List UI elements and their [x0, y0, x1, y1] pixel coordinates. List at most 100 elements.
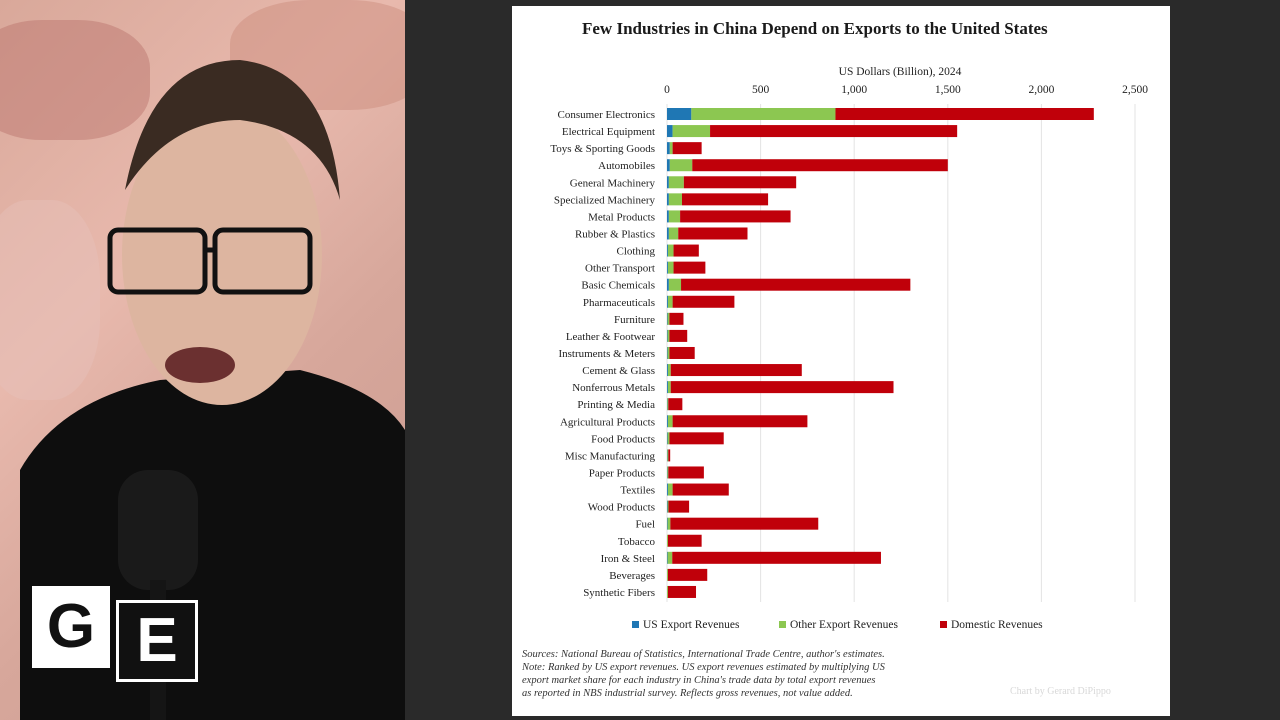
bar-segment — [667, 534, 702, 547]
footnote-line: export market share for each industry in… — [522, 675, 876, 686]
bar-segment — [668, 278, 682, 291]
bar-segment — [672, 415, 808, 428]
bar-segment — [668, 466, 704, 479]
bar-segment — [680, 210, 791, 223]
bar-segment — [667, 125, 673, 138]
legend-swatch — [779, 621, 786, 628]
bar-segment — [835, 108, 1094, 120]
chart-footnote: Sources: National Bureau of Statistics, … — [522, 648, 1002, 700]
bar-segment — [667, 193, 669, 206]
bar-segment — [673, 261, 706, 274]
category-label: Electrical Equipment — [562, 126, 655, 138]
category-label: Metal Products — [588, 211, 655, 223]
bar-segment — [667, 244, 668, 257]
bar-segment — [668, 176, 684, 189]
bar-segment — [670, 381, 894, 394]
bar-segment — [692, 159, 948, 172]
bar-segment — [667, 517, 668, 530]
bar-segment — [667, 483, 668, 496]
bar-segment — [667, 227, 669, 240]
bar-segment — [667, 329, 670, 342]
x-axis-label: US Dollars (Billion), 2024 — [839, 66, 962, 78]
category-label: Leather & Footwear — [566, 331, 656, 343]
bar-segment — [668, 227, 679, 240]
bar-segment — [672, 142, 702, 155]
category-label: Beverages — [609, 570, 655, 582]
bar-segment — [667, 517, 671, 530]
bar-segment — [667, 108, 692, 120]
category-label: Textiles — [620, 485, 655, 497]
category-label: Agricultural Products — [560, 416, 655, 428]
footnote-line: as reported in NBS industrial survey. Re… — [522, 688, 853, 699]
x-tick-label: 2,000 — [1028, 84, 1054, 96]
bar-segment — [667, 312, 668, 325]
bar-segment — [667, 381, 668, 394]
logo-letter-g: G — [32, 586, 110, 668]
category-label: Consumer Electronics — [558, 109, 655, 121]
logo-letter-e: E — [116, 600, 198, 682]
footnote-line: Sources: National Bureau of Statistics, … — [522, 649, 885, 660]
bar-segment — [678, 227, 748, 240]
bar-segment — [669, 142, 673, 155]
bar-segment — [667, 261, 674, 274]
bar-segment — [672, 483, 729, 496]
legend-label: Domestic Revenues — [951, 619, 1043, 631]
x-tick-label: 500 — [752, 84, 770, 96]
bar-segment — [667, 142, 670, 155]
category-label: Pharmaceuticals — [583, 297, 655, 309]
bar-segment — [668, 193, 682, 206]
footnote-line: Note: Ranked by US export revenues. US e… — [522, 662, 885, 673]
legend-swatch — [632, 621, 639, 628]
category-label: Synthetic Fibers — [583, 587, 655, 599]
bar-segment — [667, 159, 670, 172]
bar-segment — [668, 449, 671, 462]
bar-segment — [667, 364, 671, 377]
bar-segment — [667, 278, 669, 291]
x-tick-label: 0 — [664, 84, 670, 96]
bar-segment — [710, 125, 958, 138]
bar-segment — [670, 517, 819, 530]
bar-segment — [669, 329, 688, 342]
category-label: Iron & Steel — [601, 553, 655, 565]
category-label: Wood Products — [588, 502, 655, 514]
bar-segment — [667, 381, 671, 394]
bar-segment — [667, 432, 670, 445]
category-label: Clothing — [616, 246, 655, 258]
bar-segment — [667, 210, 669, 223]
bar-segment — [667, 500, 669, 513]
category-label: Food Products — [591, 433, 655, 445]
x-tick-label: 1,500 — [935, 84, 961, 96]
bar-segment — [668, 500, 690, 513]
category-label: Misc Manufacturing — [565, 450, 656, 462]
bar-segment — [667, 244, 674, 257]
bar-segment — [667, 568, 668, 581]
category-label: Instruments & Meters — [558, 348, 655, 360]
category-label: Specialized Machinery — [554, 194, 656, 206]
bar-segment — [667, 312, 670, 325]
bar-segment — [683, 176, 797, 189]
bar-segment — [681, 193, 769, 206]
bar-segment — [667, 295, 673, 308]
chart-card: Few Industries in China Depend on Export… — [512, 6, 1170, 716]
bar-segment — [667, 585, 668, 598]
category-label: Printing & Media — [577, 399, 655, 411]
chart-title: Few Industries in China Depend on Export… — [582, 19, 1048, 38]
category-label: Tobacco — [618, 536, 656, 548]
bar-segment — [667, 449, 669, 462]
bar-segment — [667, 346, 668, 359]
bar-segment — [669, 159, 693, 172]
bar-segment — [667, 483, 673, 496]
bar-segment — [667, 568, 708, 581]
bar-segment — [667, 551, 668, 564]
legend-label: US Export Revenues — [643, 619, 740, 631]
bar-segment — [667, 500, 668, 513]
category-label: Automobiles — [598, 160, 655, 172]
bar-segment — [667, 176, 669, 189]
bar-segment — [668, 210, 681, 223]
bar-chart: US Dollars (Billion), 2024 0 500 1,000 1,50… — [550, 66, 1148, 631]
category-label: Toys & Sporting Goods — [550, 143, 655, 155]
bar-segment — [691, 108, 836, 120]
bar-segment — [667, 466, 669, 479]
bar-segment — [670, 364, 802, 377]
legend-swatch — [940, 621, 947, 628]
